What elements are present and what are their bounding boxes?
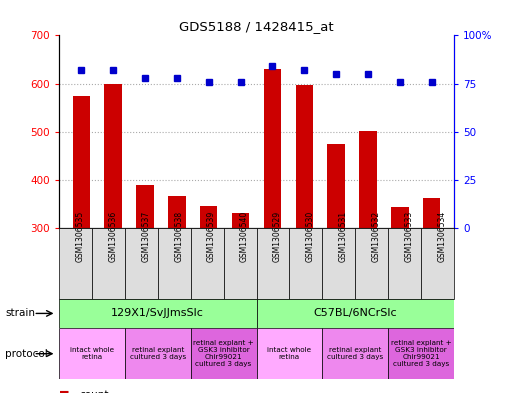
Text: GSM1306538: GSM1306538 [174, 211, 183, 262]
Text: GSM1306540: GSM1306540 [240, 211, 249, 262]
Text: GSM1306532: GSM1306532 [372, 211, 381, 262]
Text: GSM1306529: GSM1306529 [273, 211, 282, 262]
Bar [289, 228, 322, 299]
Bar [125, 328, 191, 379]
Bar [322, 328, 388, 379]
Bar [72, 95, 90, 228]
Bar [168, 196, 186, 228]
Bar [264, 69, 281, 228]
Bar [191, 328, 256, 379]
Bar [232, 213, 249, 228]
Bar [200, 206, 218, 228]
Bar [256, 328, 322, 379]
Text: C57BL/6NCrSlc: C57BL/6NCrSlc [313, 309, 397, 318]
Text: retinal explant +
GSK3 inhibitor
Chir99021
cultured 3 days: retinal explant + GSK3 inhibitor Chir990… [193, 340, 254, 367]
Text: GSM1306531: GSM1306531 [339, 211, 348, 262]
Bar [322, 228, 355, 299]
Bar [59, 299, 256, 328]
Bar [136, 185, 154, 228]
Text: retinal explant +
GSK3 inhibitor
Chir99021
cultured 3 days: retinal explant + GSK3 inhibitor Chir990… [391, 340, 451, 367]
Bar [391, 207, 409, 228]
Bar [59, 328, 125, 379]
Bar [256, 228, 289, 299]
Text: GSM1306539: GSM1306539 [207, 211, 216, 262]
Text: GSM1306533: GSM1306533 [405, 211, 413, 262]
Bar [224, 228, 256, 299]
Text: GSM1306536: GSM1306536 [108, 211, 117, 262]
Bar [125, 228, 158, 299]
Text: strain: strain [5, 309, 35, 318]
Bar [423, 198, 441, 228]
Bar [104, 83, 122, 228]
Bar [388, 228, 421, 299]
Bar [421, 228, 454, 299]
Text: ■: ■ [59, 390, 69, 393]
Text: GSM1306535: GSM1306535 [75, 211, 85, 262]
Text: retinal explant
cultured 3 days: retinal explant cultured 3 days [327, 347, 383, 360]
Text: 129X1/SvJJmsSlc: 129X1/SvJJmsSlc [111, 309, 204, 318]
Text: retinal explant
cultured 3 days: retinal explant cultured 3 days [130, 347, 186, 360]
Bar [295, 85, 313, 228]
Title: GDS5188 / 1428415_at: GDS5188 / 1428415_at [179, 20, 334, 33]
Bar [359, 131, 377, 228]
Text: GSM1306534: GSM1306534 [438, 211, 446, 262]
Text: protocol: protocol [5, 349, 48, 359]
Bar [355, 228, 388, 299]
Bar [256, 299, 454, 328]
Bar [59, 228, 92, 299]
Text: intact whole
retina: intact whole retina [70, 347, 114, 360]
Text: count: count [80, 390, 109, 393]
Bar [388, 328, 454, 379]
Bar [191, 228, 224, 299]
Text: GSM1306537: GSM1306537 [141, 211, 150, 262]
Text: GSM1306530: GSM1306530 [306, 211, 315, 262]
Bar [92, 228, 125, 299]
Bar [158, 228, 191, 299]
Bar [327, 144, 345, 228]
Text: intact whole
retina: intact whole retina [267, 347, 311, 360]
